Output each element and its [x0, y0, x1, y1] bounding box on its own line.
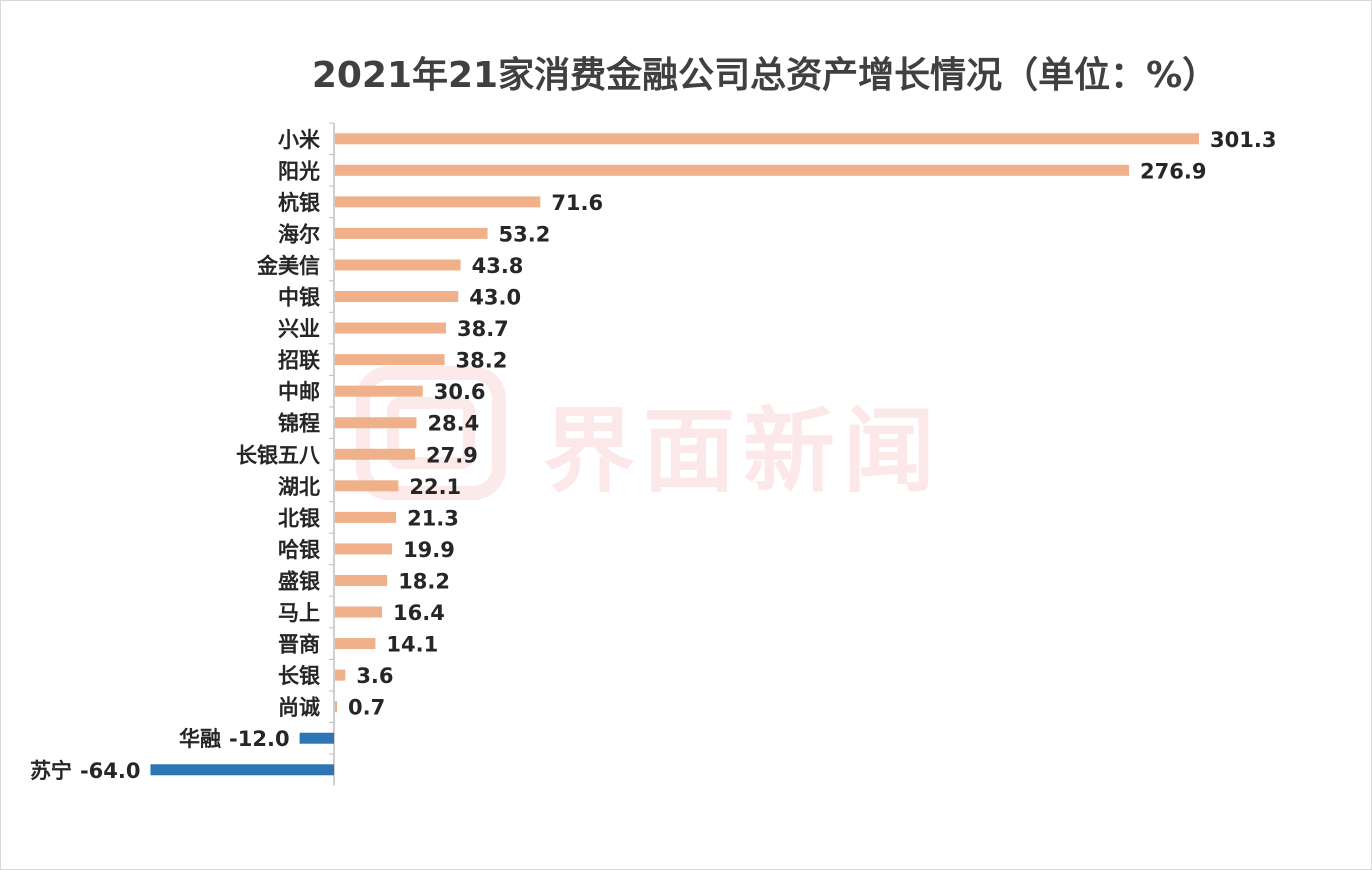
value-label: -12.0 — [229, 727, 290, 751]
value-label: 53.2 — [499, 222, 551, 246]
value-label: 22.1 — [409, 475, 461, 499]
category-label: 湖北 — [278, 475, 320, 499]
bar — [335, 322, 446, 334]
category-label: 尚诚 — [278, 696, 320, 720]
value-label: 276.9 — [1140, 159, 1206, 183]
bar — [335, 227, 488, 239]
category-label: 锦程 — [278, 412, 320, 436]
bars-group: 小米 301.3 阳光 276.9 杭银 71.6 海尔 53.2 金美信 43.8 中银 43.0 兴… — [30, 122, 1276, 783]
value-label: 27.9 — [426, 443, 478, 467]
bar — [335, 133, 1199, 145]
value-label: 14.1 — [386, 633, 438, 657]
value-label: -64.0 — [80, 759, 141, 783]
category-label: 马上 — [278, 601, 320, 625]
watermark-logo-inner-icon — [387, 397, 475, 469]
watermark: 界面新闻 — [356, 366, 943, 505]
value-label: 30.6 — [434, 380, 486, 404]
bar — [335, 417, 417, 429]
value-label: 18.2 — [398, 569, 450, 593]
bar — [335, 701, 338, 713]
category-label: 晋商 — [278, 633, 320, 657]
category-label: 招联 — [278, 349, 320, 373]
value-label: 21.3 — [407, 506, 459, 530]
chart-title: 2021年21家消费金融公司总资产增长情况（单位：%） — [312, 54, 1218, 96]
category-label: 华融 — [179, 727, 221, 751]
category-label: 盛银 — [278, 569, 321, 593]
category-label: 金美信 — [256, 254, 320, 278]
value-label: 0.7 — [348, 696, 385, 720]
watermark-text: 界面新闻 — [543, 398, 943, 505]
bar — [335, 606, 383, 618]
category-label: 北银 — [278, 506, 321, 530]
bar — [335, 291, 459, 303]
bar — [335, 511, 397, 523]
value-label: 43.8 — [472, 254, 524, 278]
bar — [335, 385, 423, 397]
value-label: 19.9 — [403, 538, 455, 562]
value-label: 301.3 — [1210, 128, 1276, 152]
category-label: 阳光 — [278, 159, 320, 183]
watermark-logo-icon — [356, 366, 506, 500]
bar — [335, 164, 1130, 176]
value-label: 38.2 — [456, 349, 508, 373]
category-label: 海尔 — [278, 222, 320, 246]
category-label: 苏宁 — [30, 759, 72, 783]
bar — [335, 480, 399, 492]
category-label: 杭银 — [278, 191, 321, 215]
bar — [335, 196, 541, 208]
category-label: 长银五八 — [236, 443, 321, 467]
bar — [335, 354, 445, 366]
value-label: 16.4 — [393, 601, 445, 625]
bar — [335, 543, 393, 555]
category-label: 长银 — [278, 664, 321, 688]
bar — [299, 732, 334, 744]
bar — [335, 669, 346, 681]
bar — [335, 574, 388, 586]
bar — [335, 448, 416, 460]
bar — [335, 259, 461, 271]
category-label: 哈银 — [278, 538, 321, 562]
category-label: 小米 — [278, 128, 321, 152]
category-label: 中邮 — [278, 380, 320, 404]
category-label: 兴业 — [278, 317, 320, 341]
value-label: 3.6 — [356, 664, 393, 688]
bar — [335, 638, 376, 650]
category-label: 中银 — [278, 286, 321, 310]
bar — [150, 764, 334, 776]
value-label: 38.7 — [457, 317, 509, 341]
value-label: 43.0 — [469, 286, 521, 310]
value-label: 28.4 — [427, 412, 479, 436]
value-label: 71.6 — [551, 191, 603, 215]
